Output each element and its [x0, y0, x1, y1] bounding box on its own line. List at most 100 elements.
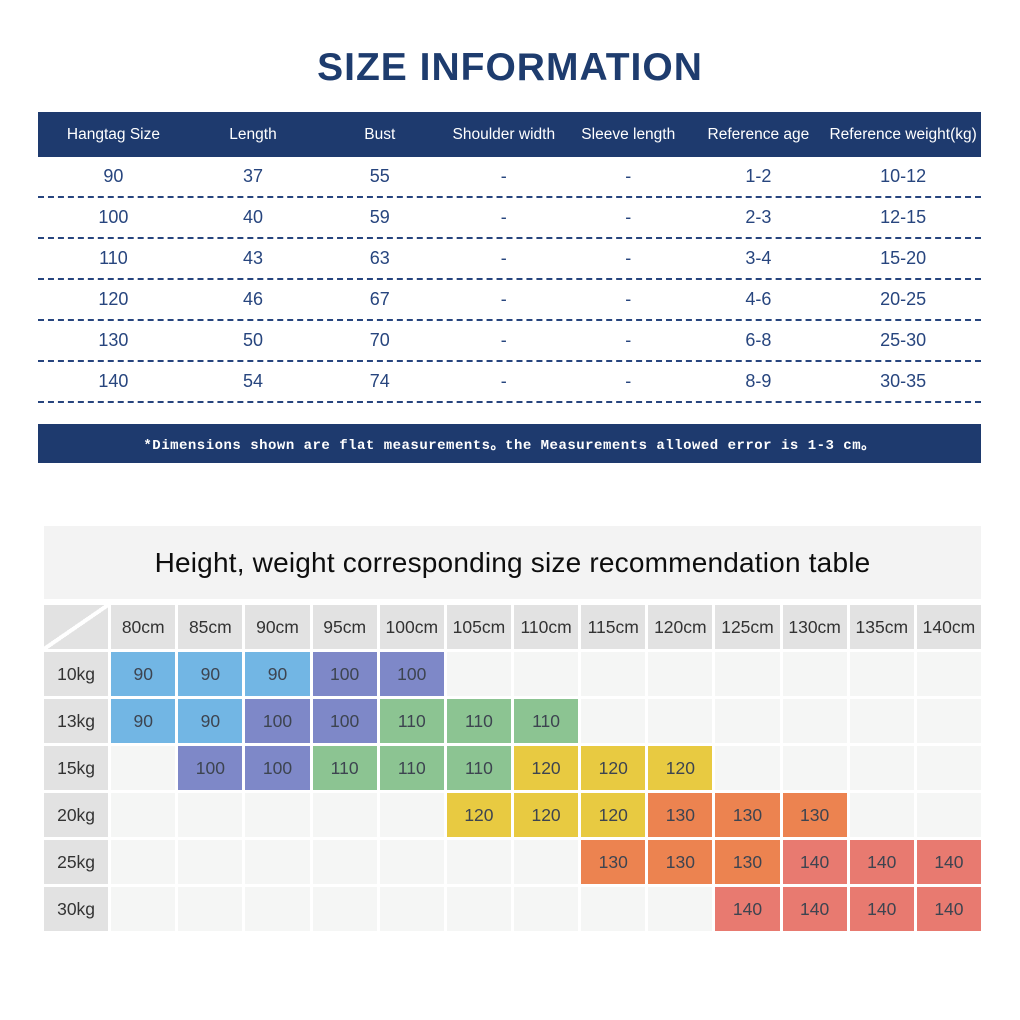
empty-cell: [715, 699, 780, 743]
size-table-cell: -: [625, 207, 632, 227]
size-table-cell: 12-15: [880, 207, 927, 227]
size-table-cell: -: [500, 330, 507, 350]
empty-cell: [111, 887, 176, 931]
weight-label-cell: 15kg: [44, 746, 109, 790]
size-recommendation-cell: 100: [312, 652, 377, 696]
size-table-cell: 54: [242, 371, 263, 391]
size-recommendation-cell: 90: [178, 652, 243, 696]
size-table-cell: -: [500, 248, 507, 268]
empty-cell: [514, 840, 579, 884]
height-header-cell: 90cm: [245, 605, 310, 649]
size-recommendation-cell: 90: [245, 652, 310, 696]
empty-cell: [849, 699, 914, 743]
empty-cell: [178, 887, 243, 931]
empty-cell: [245, 887, 310, 931]
size-table-cell: 3-4: [745, 248, 772, 268]
empty-cell: [379, 887, 444, 931]
size-column-header: Bust: [364, 125, 396, 143]
size-table-cell: 1-2: [745, 166, 772, 186]
size-table-row: 120 46 67 - - 4-6 20-25: [38, 280, 981, 321]
size-table-cell: 40: [242, 207, 263, 227]
size-table-cell: -: [500, 289, 507, 309]
empty-cell: [245, 793, 310, 837]
height-header-cell: 140cm: [916, 605, 981, 649]
height-header-cell: 100cm: [379, 605, 444, 649]
size-table-cell: 46: [242, 289, 263, 309]
weight-label-cell: 13kg: [44, 699, 109, 743]
page-title: SIZE INFORMATION: [317, 46, 703, 89]
size-recommendation-cell: 100: [245, 746, 310, 790]
size-table: Hangtag Size Length Bust Shoulder width Slee…: [38, 112, 981, 403]
size-recommendation-cell: 100: [178, 746, 243, 790]
height-header-cell: 125cm: [715, 605, 780, 649]
size-column-header: Length: [229, 125, 277, 143]
height-header-cell: 105cm: [446, 605, 511, 649]
empty-cell: [715, 746, 780, 790]
size-table-cell: -: [625, 330, 632, 350]
empty-cell: [916, 699, 981, 743]
size-table-cell: 4-6: [745, 289, 772, 309]
height-header-cell: 80cm: [111, 605, 176, 649]
empty-cell: [782, 652, 847, 696]
size-table-cell: 43: [242, 248, 263, 268]
size-table-cell: 67: [369, 289, 390, 309]
size-table-cell: -: [500, 166, 507, 186]
size-recommendation-cell: 140: [782, 840, 847, 884]
size-column-header: Reference weight(kg): [829, 125, 977, 143]
size-table-cell: 130: [98, 330, 129, 350]
size-table-cell: 15-20: [880, 248, 927, 268]
size-table-cell: 59: [369, 207, 390, 227]
size-recommendation-cell: 110: [446, 699, 511, 743]
empty-cell: [581, 699, 646, 743]
size-table-cell: 70: [369, 330, 390, 350]
size-recommendation-cell: 120: [581, 746, 646, 790]
size-recommendation-cell: 130: [782, 793, 847, 837]
size-table-cell: 110: [99, 248, 128, 268]
size-table-row: 110 43 63 - - 3-4 15-20: [38, 239, 981, 280]
size-recommendation-cell: 140: [715, 887, 780, 931]
size-table-cell: 50: [242, 330, 263, 350]
empty-cell: [782, 746, 847, 790]
empty-cell: [849, 652, 914, 696]
size-recommendation-cell: 110: [446, 746, 511, 790]
size-recommendation-cell: 140: [849, 887, 914, 931]
size-recommendation-cell: 130: [581, 840, 646, 884]
recommendation-table-title: Height, weight corresponding size recomm…: [44, 526, 981, 599]
size-recommendation-cell: 140: [916, 887, 981, 931]
size-table-cell: 30-35: [880, 371, 927, 391]
size-recommendation-cell: 140: [916, 840, 981, 884]
size-table-row: 130 50 70 - - 6-8 25-30: [38, 321, 981, 362]
height-header-cell: 130cm: [782, 605, 847, 649]
empty-cell: [245, 840, 310, 884]
size-recommendation-cell: 100: [379, 652, 444, 696]
size-table-body: 90 37 55 - - 1-2 10-12 100 40 59 - - 2-3 12-15 110 43 63…: [38, 157, 981, 403]
empty-cell: [514, 887, 579, 931]
size-table-cell: 20-25: [880, 289, 927, 309]
size-recommendation-cell: 140: [849, 840, 914, 884]
size-recommendation-cell: 130: [715, 840, 780, 884]
size-recommendation-cell: 110: [379, 699, 444, 743]
size-recommendation-cell: 120: [581, 793, 646, 837]
size-recommendation-cell: 120: [446, 793, 511, 837]
size-table-cell: -: [625, 166, 632, 186]
size-column-header: Hangtag Size: [66, 125, 160, 143]
size-table-row: 140 54 74 - - 8-9 30-35: [38, 362, 981, 403]
empty-cell: [849, 746, 914, 790]
size-table-cell: 90: [103, 166, 124, 186]
size-column-header: Reference age: [707, 125, 810, 143]
size-table-cell: -: [625, 289, 632, 309]
empty-cell: [782, 699, 847, 743]
size-table-cell: 120: [98, 289, 129, 309]
size-table-cell: 37: [242, 166, 263, 186]
weight-label-cell: 20kg: [44, 793, 109, 837]
empty-cell: [379, 793, 444, 837]
size-recommendation-cell: 120: [648, 746, 713, 790]
size-recommendation-cell: 130: [648, 793, 713, 837]
size-recommendation-cell: 100: [245, 699, 310, 743]
size-recommendation-cell: 120: [514, 746, 579, 790]
size-recommendation-cell: 110: [379, 746, 444, 790]
size-table-cell: 2-3: [745, 207, 772, 227]
size-table-cell: 8-9: [745, 371, 772, 391]
recommendation-grid: 80cm 85cm 90cm 95cm 100cm 105cm 110cm 115cm 120c…: [44, 605, 981, 931]
